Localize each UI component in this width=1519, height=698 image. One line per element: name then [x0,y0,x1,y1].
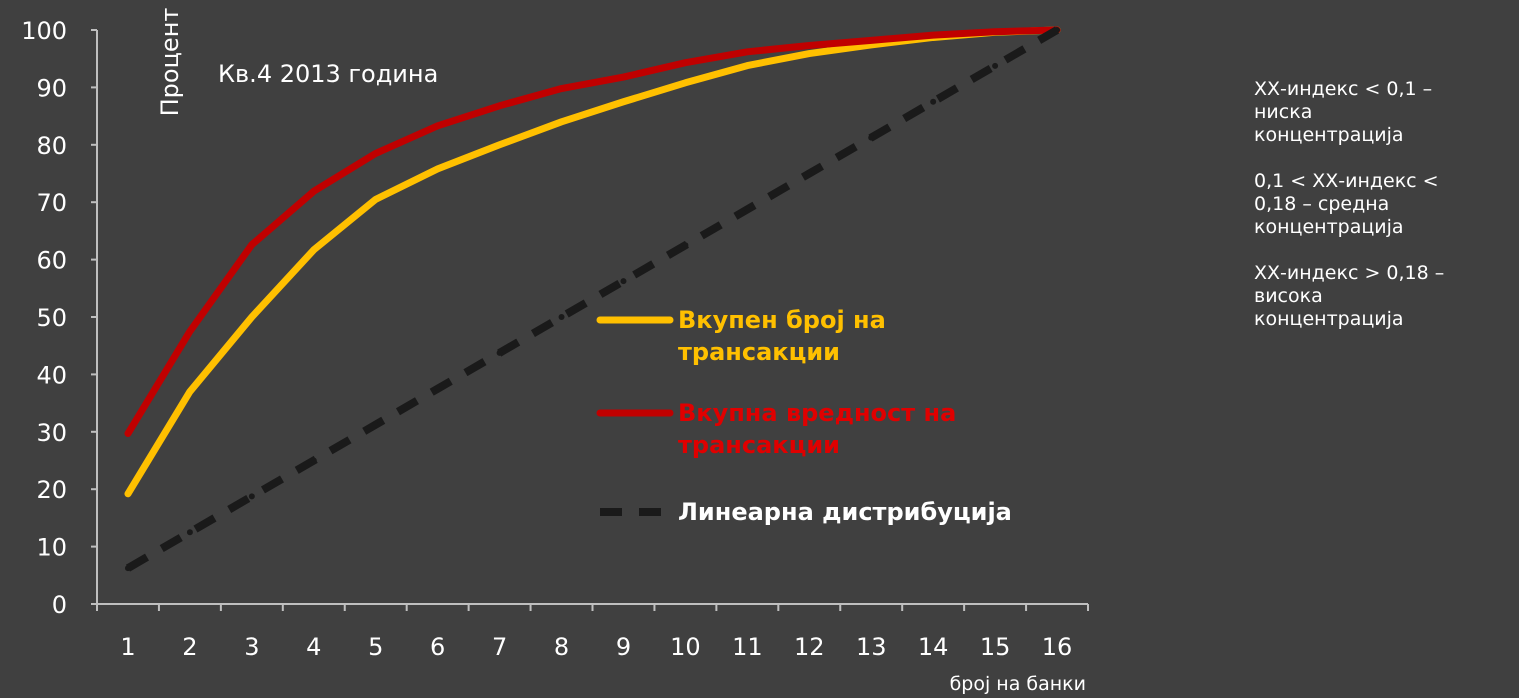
series-1-point [496,141,503,148]
series-2-point [372,150,379,157]
series-2-point [992,28,999,35]
series-3-point [744,206,751,213]
note-line: 0,18 – средна [1254,193,1390,215]
note-line: концентрација [1254,308,1404,330]
chart-subtitle: Кв.4 2013 година [218,60,438,88]
series-3-point [682,242,689,249]
y-tick-label: 20 [36,476,67,504]
y-tick-label: 0 [52,591,67,619]
series-2-point [744,48,751,55]
legend-label-3: Линеарна дистрибуција [678,498,1012,526]
series-1-point [682,79,689,86]
note-line: 0,1 < ХХ-индекс < [1254,170,1439,192]
series-2-point [682,59,689,66]
note-3: ХХ-индекс > 0,18 – висока концентрација [1254,262,1516,331]
series-3-point [310,457,317,464]
x-tick-label: 12 [794,633,825,661]
series-line-2 [124,26,1061,438]
series-3-point [496,349,503,356]
x-tick-label: 4 [306,633,321,661]
series-2-point [434,122,441,129]
series-2-point [930,32,937,39]
series-1-point [558,118,565,125]
x-tick-label: 1 [120,633,135,661]
series-3-point [868,134,875,141]
series-1-point [124,490,131,497]
series-3-point [186,529,193,536]
series-3-point [248,493,255,500]
x-tick-label: 15 [980,633,1011,661]
series-3-point [434,385,441,392]
series-3-point [806,170,813,177]
note-2: 0,1 < ХХ-индекс <0,18 – средна концентрац… [1254,170,1516,239]
series-1-point [372,196,379,203]
series-1-point [186,388,193,395]
y-tick-label: 10 [36,534,67,562]
series-3-point [620,278,627,285]
series-3-point [372,421,379,428]
series-2-point [124,430,131,437]
series-1-point [248,314,255,320]
note-line: ХХ-индекс > 0,18 – [1254,262,1445,284]
series-2-point [186,328,193,335]
concentration-notes: ХХ-индекс < 0,1 – ниска концентрација 0,1 <… [1254,78,1516,354]
x-tick-label: 6 [430,633,445,661]
series-2-point [496,102,503,109]
note-line: ХХ-индекс < 0,1 – [1254,78,1433,100]
series-1-point [310,246,317,253]
series-1-point [620,98,627,105]
series-2-point [310,188,317,195]
y-tick-label: 60 [36,247,67,275]
series-2-point [248,241,255,248]
series-2-point [620,74,627,81]
x-tick-label: 13 [856,633,887,661]
series-3-point [1054,27,1061,33]
series-3-point [124,565,131,572]
series-1-point [744,62,751,69]
note-1: ХХ-индекс < 0,1 – ниска концентрација [1254,78,1516,147]
x-tick-label: 8 [554,633,569,661]
x-tick-label: 10 [670,633,701,661]
legend-label-2: Вкупна вредност на [678,399,956,427]
series-2-point [558,85,565,92]
legend-label-2: трансакции [678,431,840,459]
series-3-point [930,98,937,105]
x-tick-label: 5 [368,633,383,661]
note-line: концентрација [1254,216,1404,238]
note-line: ниска [1254,101,1313,123]
x-tick-label: 11 [732,633,763,661]
x-tick-label: 3 [244,633,259,661]
x-tick-label: 7 [492,633,507,661]
y-tick-label: 70 [36,189,67,217]
series-3-point [558,314,565,320]
y-tick-label: 30 [36,419,67,447]
series-1-point [434,165,441,172]
y-tick-label: 100 [21,17,67,45]
series-2-point [868,37,875,44]
y-tick-label: 80 [36,132,67,160]
note-line: концентрација [1254,124,1404,146]
legend-label-1: трансакции [678,338,840,366]
series-1-point [806,50,813,57]
y-tick-label: 90 [36,74,67,102]
x-tick-label: 2 [182,633,197,661]
y-axis-label: Процент [156,8,184,117]
x-tick-label: 16 [1042,633,1073,661]
x-tick-label: 14 [918,633,949,661]
series-2-point [806,42,813,49]
x-tick-label: 9 [616,633,631,661]
series-3-point [992,62,999,69]
note-line: висока [1254,285,1323,307]
y-tick-label: 50 [36,304,67,332]
legend-label-1: Вкупен број на [678,306,886,334]
x-axis-label: број на банки [950,673,1086,695]
y-tick-label: 40 [36,361,67,389]
